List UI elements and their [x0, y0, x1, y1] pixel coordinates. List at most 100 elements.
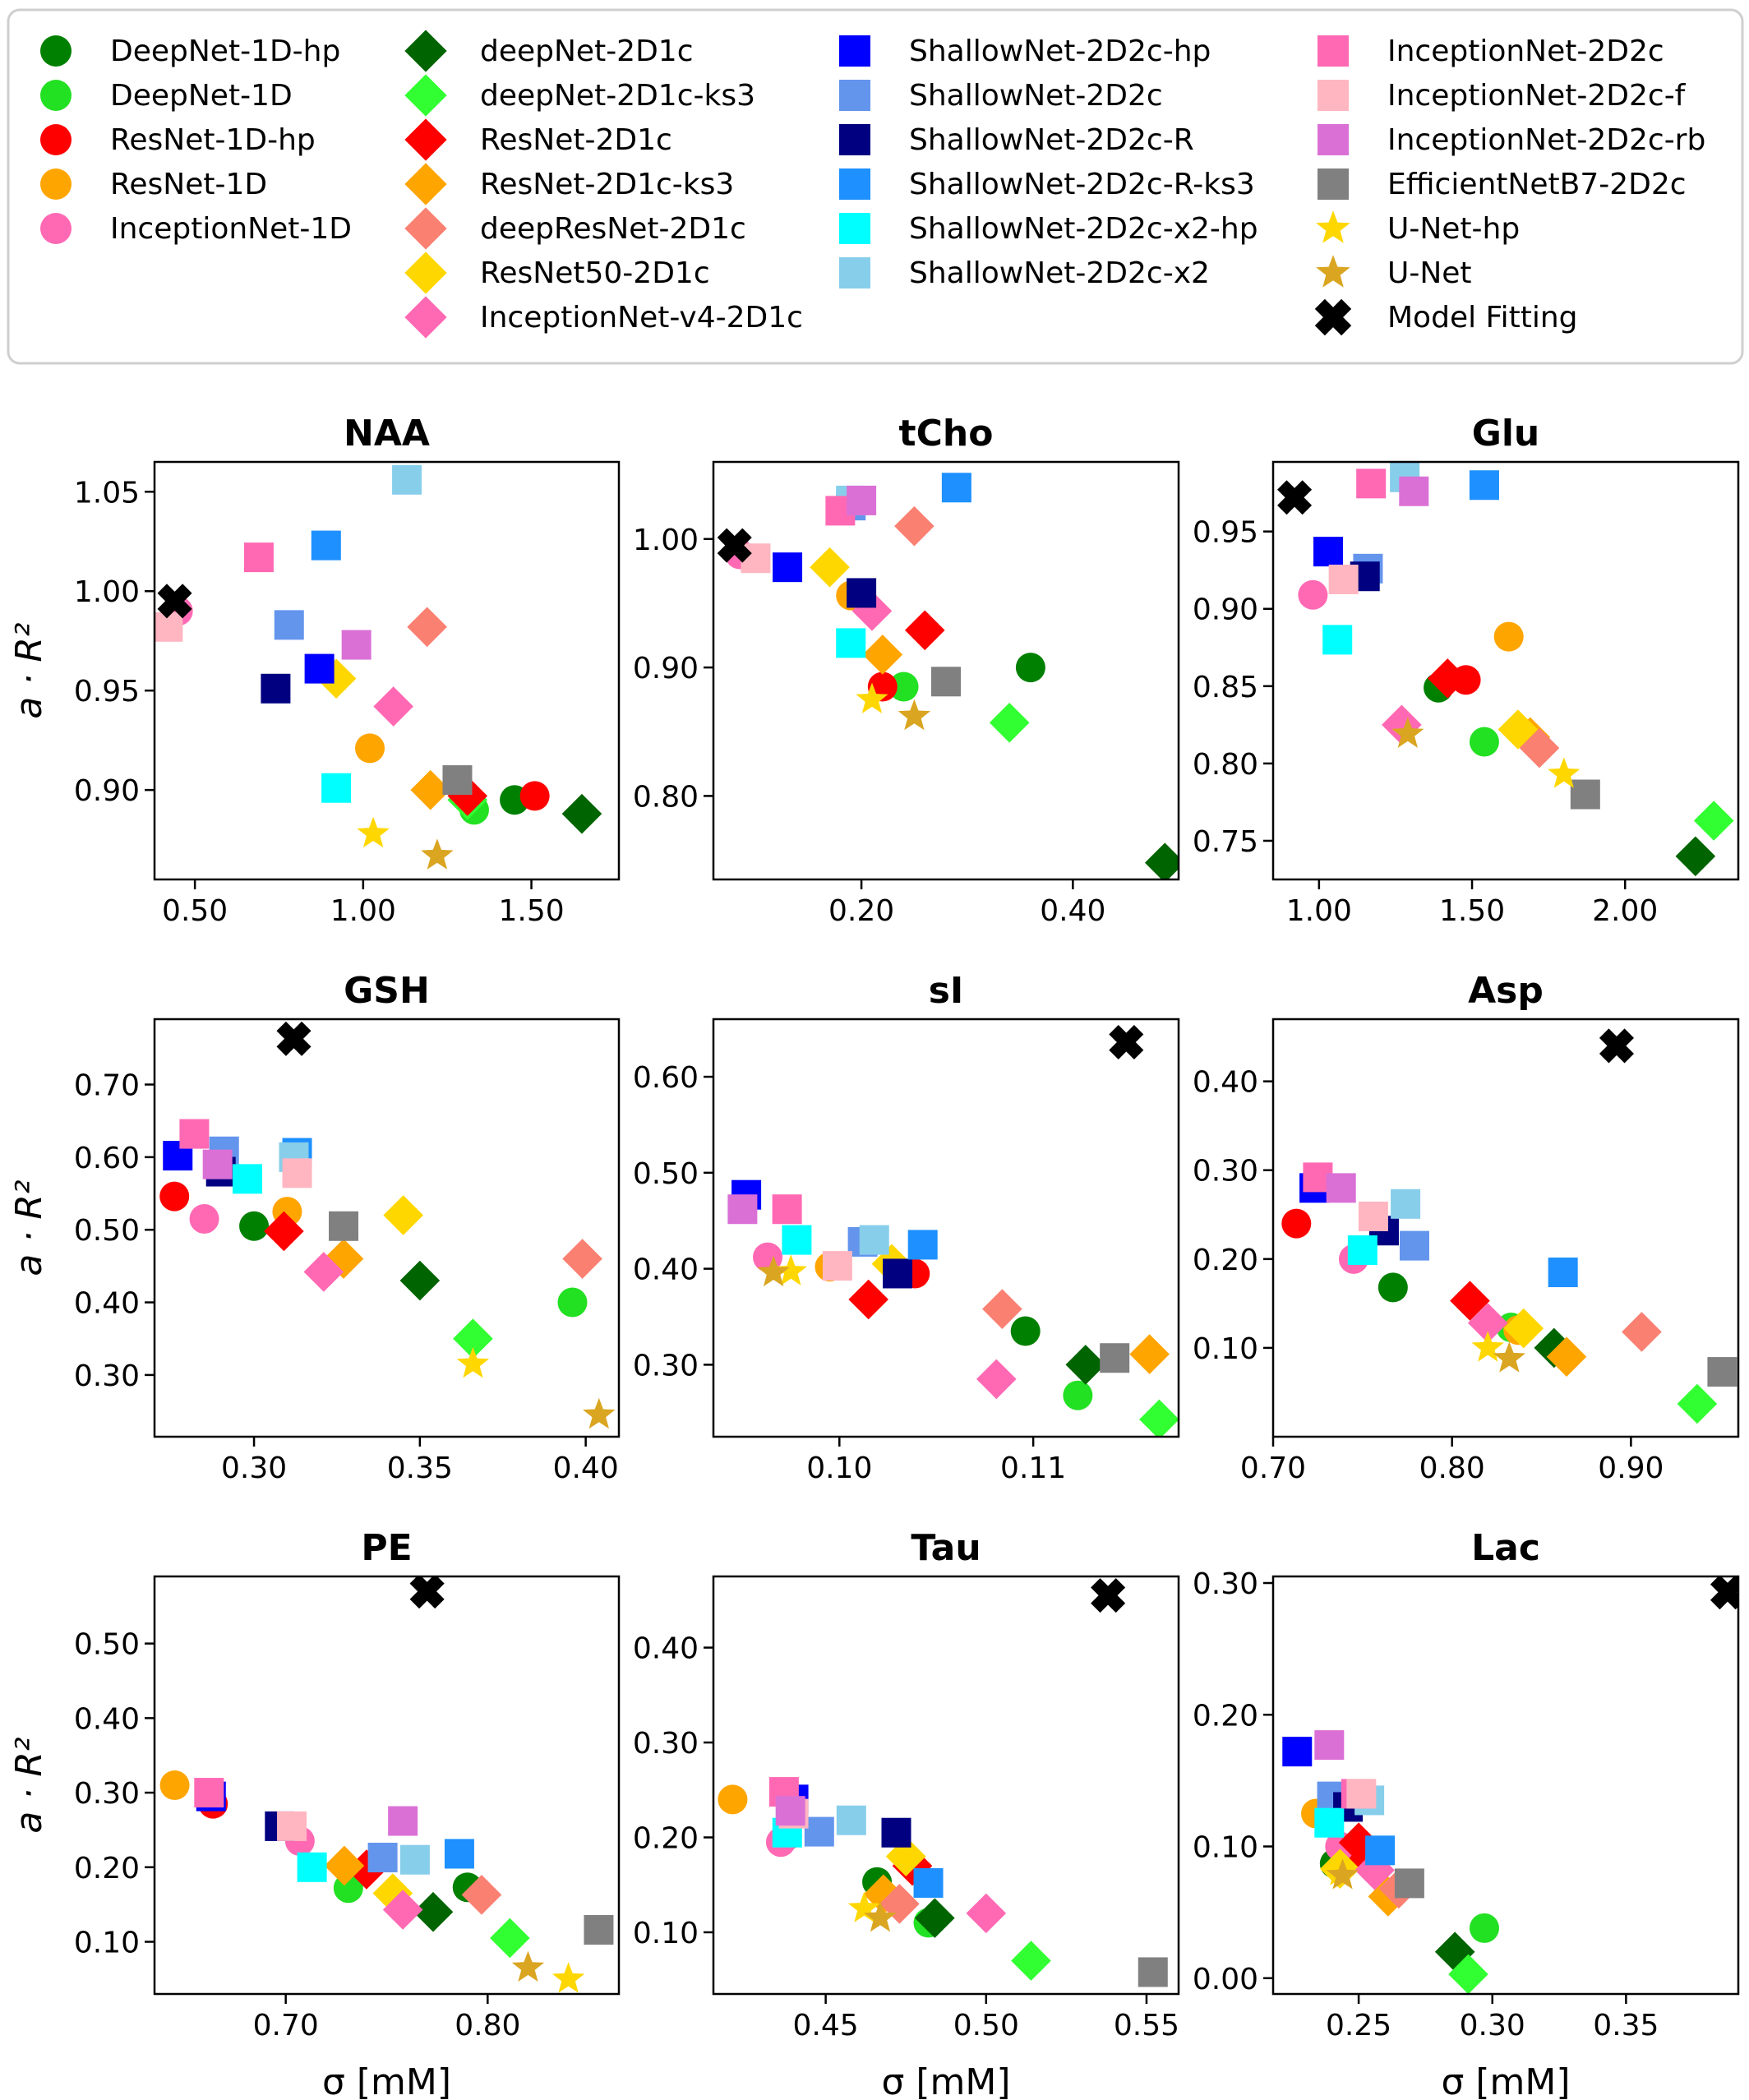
y-tick-label: 0.10 — [633, 1917, 699, 1950]
point-efficientnetb7-2d2c — [442, 765, 473, 796]
point-model-fitting — [276, 1021, 311, 1056]
legend-label: ResNet50-2D1c — [480, 256, 710, 290]
legend-entry-resnet-2d1c-ks3: ResNet-2D1c-ks3 — [404, 163, 734, 205]
point-deepresnet-2d1c — [982, 1289, 1022, 1329]
point-efficientnetb7-2d2c — [1707, 1357, 1737, 1387]
resnet-2d1c-ks3-legend-marker — [404, 163, 447, 205]
legend-label: deepResNet-2D1c — [480, 212, 746, 246]
deepresnet-2d1c-legend-marker — [404, 207, 447, 250]
point-shallownet-2d2c-x2 — [859, 1225, 889, 1255]
point-inceptionnet-2d2c-rb — [341, 630, 371, 660]
u-net-legend-marker — [1316, 255, 1350, 288]
inceptionnet-2d2c-legend-marker — [1318, 35, 1349, 67]
point-resnet-2d1c — [1338, 1822, 1379, 1863]
legend-label: ResNet-2D1c-ks3 — [480, 168, 734, 201]
chart-title: Asp — [1468, 970, 1544, 1012]
point-efficientnetb7-2d2c — [1570, 779, 1600, 810]
point-deepnet-2d1c — [561, 793, 602, 834]
point-shallownet-2d2c-hp — [1313, 537, 1344, 567]
point-resnet-2d1c-ks3 — [324, 1845, 365, 1886]
y-tick-label: 0.50 — [633, 1157, 699, 1191]
x-tick-label: 1.00 — [1286, 894, 1352, 928]
point-model-fitting — [409, 1576, 445, 1609]
point-efficientnetb7-2d2c — [584, 1914, 614, 1945]
legend-entry-shallownet-2d2c-r: ShallowNet-2D2c-R — [839, 123, 1194, 157]
point-shallownet-2d2c-x2-hp — [782, 1225, 812, 1255]
point-shallownet-2d2c-x2 — [399, 1844, 430, 1875]
legend-label: ResNet-1D — [110, 168, 267, 201]
x-tick-label: 0.40 — [1040, 894, 1105, 928]
x-tick-label: 0.35 — [1593, 2009, 1659, 2042]
plot-frame — [712, 460, 1180, 881]
point-deepnet-1d-hp — [239, 1211, 270, 1241]
chart-title: Glu — [1472, 413, 1540, 455]
y-tick-label: 0.30 — [1193, 1567, 1258, 1601]
point-shallownet-2d2c-r — [883, 1258, 913, 1289]
y-tick-label: 0.40 — [1193, 1066, 1258, 1100]
y-tick-label: 0.60 — [74, 1142, 140, 1175]
plot-frame — [153, 460, 621, 881]
chart-title: GSH — [344, 970, 430, 1012]
y-tick-label: 0.95 — [74, 675, 140, 708]
point-resnet-1d — [355, 733, 385, 764]
x-tick-label: 0.50 — [953, 2009, 1019, 2042]
point-inceptionnet-2d2c-f — [155, 612, 183, 642]
point-u-net — [511, 1950, 545, 1982]
x-tick-label: 0.35 — [387, 1452, 453, 1485]
point-model-fitting — [157, 584, 192, 619]
point-u-net-hp — [847, 1891, 881, 1922]
point-efficientnetb7-2d2c — [1138, 1957, 1168, 1987]
point-deepnet-2d1c-ks3 — [453, 1318, 493, 1359]
plot-frame — [712, 1575, 1180, 1996]
point-deepnet-1d — [1063, 1380, 1093, 1410]
panel-lac: Lac 0.25 0.30 0.35 0.00 0.10 0.20 0.30 σ [mM] — [1193, 1527, 1740, 2100]
inceptionnet-1d-legend-marker — [40, 213, 72, 244]
point-inceptionnet-2d2c — [1356, 468, 1387, 499]
legend-entry-deepnet-1d-hp: DeepNet-1D-hp — [40, 35, 340, 68]
point-shallownet-2d2c-x2-hp — [1314, 1807, 1345, 1838]
point-model-fitting — [1277, 480, 1313, 515]
point-resnet-1d — [718, 1784, 748, 1815]
point-shallownet-2d2c-r-ks3 — [1469, 470, 1499, 501]
shallownet-2d2c-x2-legend-marker — [839, 257, 870, 288]
point-inceptionnet-2d2c-f — [822, 1251, 852, 1281]
legend-label: InceptionNet-2D2c-f — [1387, 79, 1687, 113]
inceptionnet-2d2c-f-legend-marker — [1318, 80, 1349, 111]
inceptionnet-2d2c-rb-legend-marker — [1318, 124, 1349, 155]
deepnet-1d-legend-marker — [40, 80, 72, 111]
plot-frame — [1271, 1575, 1740, 1996]
point-deepnet-2d1c-ks3 — [1011, 1941, 1051, 1981]
point-shallownet-2d2c-x2-hp — [297, 1852, 327, 1882]
legend-entry-efficientnetb7-2d2c: EfficientNetB7-2D2c — [1318, 168, 1687, 201]
point-shallownet-2d2c-hp — [304, 653, 335, 684]
point-u-net — [1391, 717, 1424, 748]
legend-entry-resnet-2d1c: ResNet-2D1c — [404, 118, 672, 161]
point-inceptionnet-2d2c-f — [282, 1158, 312, 1188]
legend-entry-shallownet-2d2c: ShallowNet-2D2c — [839, 79, 1163, 113]
point-inceptionnet-1d — [1298, 579, 1328, 610]
point-inceptionnet-2d2c-rb — [1314, 1730, 1345, 1761]
point-u-net-hp — [456, 1347, 490, 1378]
legend: DeepNet-1D-hp DeepNet-1D ResNet-1D-hp ResNe… — [7, 8, 1744, 365]
y-axis-label: a · R² — [8, 622, 50, 718]
data-points — [155, 464, 602, 870]
point-shallownet-2d2c-r-ks3 — [907, 1230, 938, 1260]
point-shallownet-2d2c-r-ks3 — [1548, 1258, 1578, 1288]
legend-entry-inceptionnet-2d2c-f: InceptionNet-2D2c-f — [1318, 79, 1687, 113]
point-u-net-hp — [551, 1962, 585, 1993]
y-tick-label: 0.20 — [74, 1852, 140, 1885]
point-resnet50-2d1c — [1503, 1308, 1544, 1349]
x-axis-label: σ [mM] — [322, 2061, 451, 2100]
point-u-net-hp — [856, 682, 888, 713]
chart-title: tCho — [899, 413, 994, 455]
point-u-net-hp — [1548, 757, 1581, 788]
data-points — [718, 1578, 1168, 1987]
y-tick-label: 0.30 — [1193, 1155, 1258, 1188]
point-u-net — [583, 1397, 616, 1429]
y-tick-label: 0.80 — [633, 780, 699, 814]
point-inceptionnet-2d2c — [194, 1778, 224, 1808]
x-tick-label: 0.45 — [793, 2009, 859, 2042]
y-tick-label: 0.70 — [74, 1069, 140, 1103]
legend-entry-shallownet-2d2c-hp: ShallowNet-2D2c-hp — [839, 35, 1211, 68]
